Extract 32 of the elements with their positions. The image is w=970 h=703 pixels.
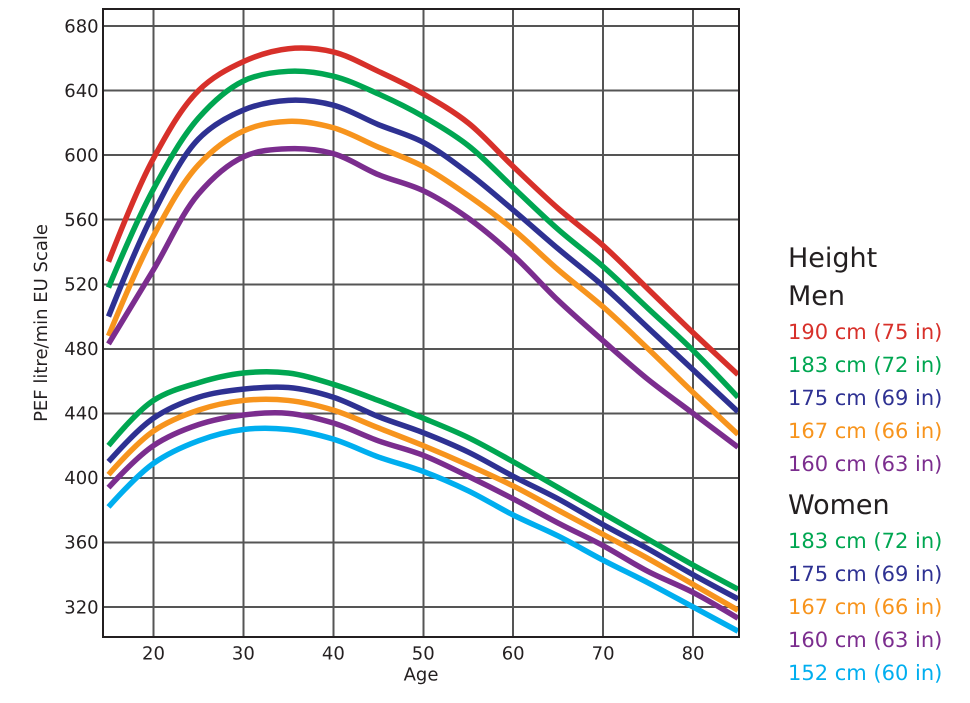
y-tick-label: 320 — [64, 597, 99, 618]
x-tick-label: 40 — [322, 643, 345, 664]
y-tick-label: 480 — [64, 339, 99, 360]
x-tick-label: 70 — [592, 643, 615, 664]
y-axis-title: PEF litre/min EU Scale — [30, 224, 52, 422]
text: 190 cm (75 in) — [788, 319, 942, 346]
text: 160 cm (63 in) — [788, 627, 942, 654]
y-tick-label: 600 — [64, 146, 99, 167]
x-tick-label: 60 — [502, 643, 525, 664]
text: 160 cm (63 in) — [788, 451, 942, 478]
text: Men — [788, 280, 846, 314]
text: 175 cm (69 in) — [788, 561, 942, 588]
y-tick-label: 680 — [64, 16, 99, 38]
y-tick-label: 360 — [64, 532, 99, 554]
text: 152 cm (60 in) — [788, 660, 942, 687]
text: 167 cm (66 in) — [788, 594, 942, 621]
text: 183 cm (72 in) — [788, 528, 942, 555]
y-tick-label: 520 — [64, 274, 99, 296]
text: 167 cm (66 in) — [788, 418, 942, 445]
text: 183 cm (72 in) — [788, 352, 942, 379]
y-tick-label: 400 — [64, 468, 99, 490]
y-tick-label: 640 — [64, 80, 99, 102]
text: 175 cm (69 in) — [788, 385, 942, 412]
y-tick-label: 440 — [64, 404, 99, 425]
x-tick-label: 20 — [142, 643, 165, 664]
y-tick-label: 560 — [64, 210, 99, 232]
legend-title: Height — [788, 242, 878, 276]
x-tick-label: 30 — [232, 643, 255, 664]
x-tick-label: 50 — [412, 643, 435, 664]
x-tick-label: 80 — [682, 643, 704, 664]
x-axis-title: Age — [404, 664, 438, 686]
text: Women — [788, 489, 891, 523]
